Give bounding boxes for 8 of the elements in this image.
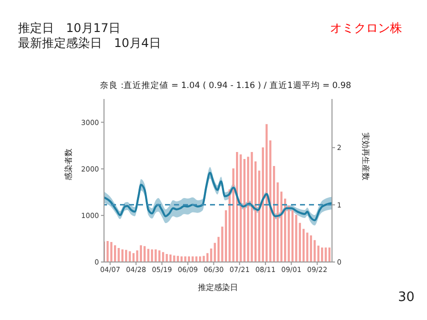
text: 30: [398, 290, 415, 305]
text: 最新推定感染日 10月4日: [18, 35, 161, 52]
x-axis-title: 推定感染日: [197, 282, 239, 293]
text: オミクロン株: [330, 20, 402, 37]
y2-axis-title: 実効再生産数: [361, 132, 370, 180]
y-axis-title: 感染者数: [64, 148, 73, 180]
text: 推定日 10月17日: [18, 20, 121, 37]
chart-title: 奈良 :直近推定値 = 1.04 ( 0.94 - 1.16 ) / 直近1週平均 = 0.98: [100, 80, 352, 92]
